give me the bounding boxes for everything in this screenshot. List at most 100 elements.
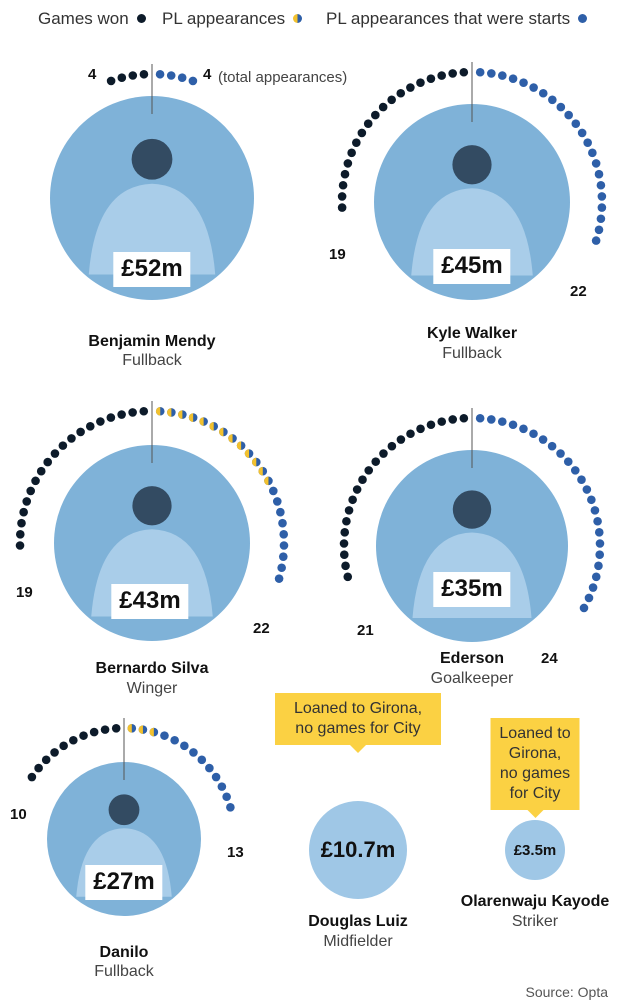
- start-dot-ederson: [590, 506, 600, 515]
- won-dot-kyle-walker: [338, 180, 348, 190]
- won-dot-bernardo-silva: [22, 497, 32, 506]
- won-dot-danilo: [69, 735, 78, 745]
- start-dot-kyle-walker: [498, 71, 507, 80]
- start-dot-danilo: [197, 755, 207, 765]
- start-dot-bernardo-silva: [276, 507, 285, 517]
- start-dot-bernardo-silva: [279, 530, 289, 539]
- callout-douglas-luiz: Loaned to Girona, no games for City: [275, 693, 441, 753]
- won-dot-bernardo-silva: [31, 476, 40, 486]
- won-dot-kyle-walker: [371, 110, 380, 120]
- won-dot-kyle-walker: [406, 83, 415, 92]
- start-dot-bernardo-silva: [277, 563, 286, 573]
- sub-dot-half-danilo: [127, 723, 132, 733]
- start-dot-kyle-walker: [597, 192, 607, 201]
- won-dot-danilo: [100, 725, 110, 734]
- start-dot-kyle-walker: [529, 83, 538, 92]
- won-dot-kyle-walker: [340, 169, 350, 179]
- start-dot-ederson: [579, 603, 589, 613]
- won-dot-danilo: [79, 731, 88, 740]
- fee-disc-olarenwaju-kayode: £3.5m: [505, 820, 565, 880]
- won-dot-ederson: [416, 424, 425, 434]
- player-head-benjamin-mendy: [131, 138, 173, 180]
- start-dot-ederson: [595, 550, 605, 559]
- won-dot-kyle-walker: [363, 119, 373, 129]
- won-dot-danilo: [111, 723, 121, 733]
- start-dot-ederson: [594, 561, 603, 571]
- start-dot-kyle-walker: [556, 102, 566, 112]
- won-dot-ederson: [379, 449, 388, 458]
- won-dot-kyle-walker: [448, 69, 457, 78]
- won-dot-ederson: [348, 495, 357, 505]
- start-dot-ederson: [591, 572, 601, 582]
- apps-count-benjamin-mendy: 4: [203, 66, 212, 83]
- won-dot-ederson: [341, 561, 350, 571]
- won-dot-ederson: [340, 528, 350, 537]
- won-dot-kyle-walker: [347, 148, 356, 158]
- sub-dot-half-bernardo-silva: [251, 457, 257, 467]
- start-dot-ederson: [529, 429, 538, 439]
- sub-dot-half-bernardo-silva: [244, 449, 250, 458]
- won-dot-bernardo-silva: [50, 449, 60, 458]
- won-dot-bernardo-silva: [117, 410, 126, 419]
- fee-ederson: £35m: [433, 572, 511, 607]
- start-dot-danilo: [222, 792, 231, 802]
- start-dot-benjamin-mendy: [155, 69, 165, 79]
- start-dot-kyle-walker: [538, 88, 548, 98]
- won-dot-ederson: [459, 413, 469, 423]
- start-dot-ederson: [538, 435, 548, 444]
- fee-bernardo-silva: £43m: [111, 584, 189, 619]
- legend-starts-dot: [578, 14, 588, 24]
- legend: Games won PL appearances PL appearances …: [0, 0, 624, 40]
- won-count-bernardo-silva: 19: [16, 584, 33, 601]
- start-dot-ederson: [588, 583, 598, 592]
- start-dot-kyle-walker: [508, 74, 518, 83]
- won-dot-bernardo-silva: [106, 413, 116, 422]
- start-dot-kyle-walker: [519, 78, 528, 87]
- name-douglas-luiz: Douglas Luiz: [308, 913, 408, 930]
- start-dot-kyle-walker: [564, 110, 573, 120]
- name-benjamin-mendy: Benjamin Mendy: [88, 333, 216, 350]
- start-dot-bernardo-silva: [272, 497, 282, 506]
- won-dot-ederson: [344, 506, 354, 515]
- won-dot-kyle-walker: [357, 128, 367, 138]
- start-dot-kyle-walker: [583, 138, 592, 147]
- start-dot-ederson: [486, 415, 496, 424]
- start-dot-kyle-walker: [548, 95, 557, 105]
- start-dot-ederson: [475, 413, 485, 423]
- won-dot-ederson: [387, 441, 397, 451]
- start-dot-danilo: [217, 782, 227, 791]
- player-head-bernardo-silva: [132, 486, 172, 526]
- player-shirt-benjamin-mendy: [88, 183, 216, 275]
- won-dot-kyle-walker: [416, 78, 425, 87]
- sub-dot-half-bernardo-silva: [199, 417, 204, 426]
- start-dot-danilo: [170, 735, 179, 745]
- won-dot-kyle-walker: [396, 88, 406, 98]
- start-dot-kyle-walker: [577, 128, 587, 138]
- won-dot-bernardo-silva: [139, 406, 149, 416]
- start-dot-kyle-walker: [591, 236, 601, 245]
- start-dot-ederson: [556, 449, 565, 458]
- won-dot-bernardo-silva: [19, 507, 28, 517]
- start-dot-ederson: [570, 466, 580, 475]
- won-dot-benjamin-mendy: [128, 71, 138, 80]
- start-dot-benjamin-mendy: [188, 76, 198, 86]
- role-ederson: Goalkeeper: [430, 670, 514, 687]
- start-dot-ederson: [587, 495, 596, 505]
- won-dot-bernardo-silva: [36, 466, 46, 476]
- start-dot-ederson: [594, 528, 604, 537]
- won-dot-danilo: [89, 727, 99, 737]
- start-dot-ederson: [595, 539, 605, 548]
- won-dot-bernardo-silva: [67, 434, 76, 443]
- start-dot-ederson: [563, 457, 573, 466]
- sub-dot-half-bernardo-silva: [209, 422, 214, 431]
- start-dot-ederson: [519, 424, 528, 434]
- won-dot-danilo: [27, 772, 37, 782]
- name-danilo: Danilo: [99, 944, 149, 961]
- won-dot-kyle-walker: [378, 102, 388, 112]
- won-dot-ederson: [406, 429, 415, 439]
- player-head-ederson: [452, 490, 492, 529]
- won-dot-ederson: [339, 550, 349, 559]
- start-dot-kyle-walker: [596, 214, 606, 224]
- start-dot-benjamin-mendy: [177, 73, 187, 83]
